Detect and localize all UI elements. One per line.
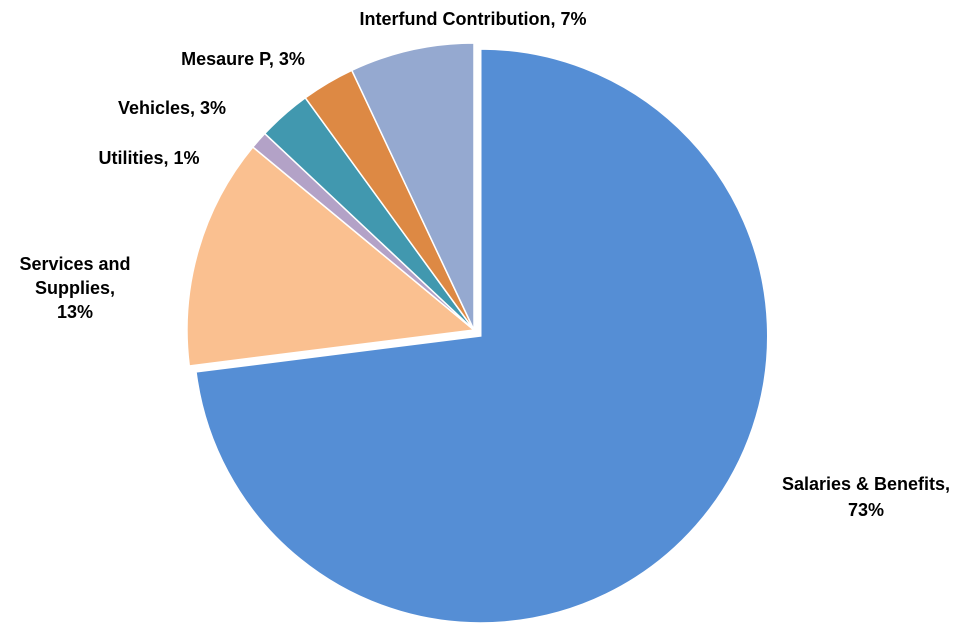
label-salaries-benefits-line1: Salaries & Benefits, (782, 474, 950, 494)
pie-slice-services-and-supplies (186, 146, 476, 367)
pie-slice-salaries-benefits (195, 48, 769, 624)
slices-layer (186, 42, 769, 624)
label-utilities: Utilities, 1% (98, 148, 199, 168)
label-interfund-contribution: Interfund Contribution, 7% (360, 9, 587, 29)
label-services-supplies-line2: Supplies, (35, 278, 115, 298)
label-services-supplies-line1: Services and (19, 254, 130, 274)
label-vehicles: Vehicles, 3% (118, 98, 226, 118)
label-salaries-benefits-pct: 73% (848, 500, 884, 520)
label-mesaure-p: Mesaure P, 3% (181, 49, 305, 69)
pie-slice-interfund-contribution (350, 42, 475, 331)
label-services-supplies-pct: 13% (57, 302, 93, 322)
